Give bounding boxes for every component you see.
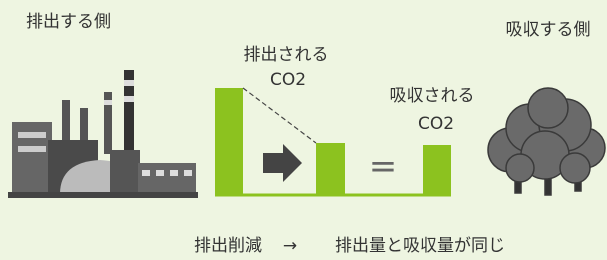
equals-sign: = — [369, 147, 398, 187]
absorbed-label: 吸収される — [390, 86, 475, 106]
absorbed-label: CO2 — [418, 114, 454, 134]
emission-after-bar — [316, 143, 345, 195]
emitter-label: 排出する側 — [26, 12, 111, 32]
caption-left: 排出削減 — [194, 236, 262, 256]
diagram: 排出する側 吸収する側 排出される CO2 吸収される CO2 = — [0, 0, 607, 260]
caption-arrow: → — [283, 236, 297, 256]
absorber-label: 吸収する側 — [506, 20, 591, 40]
caption-right: 排出量と吸収量が同じ — [335, 236, 505, 256]
emitted-label: 排出される — [244, 45, 329, 65]
emission-before-bar — [215, 88, 243, 195]
absorption-bar — [423, 145, 451, 195]
emitted-label: CO2 — [270, 70, 306, 90]
